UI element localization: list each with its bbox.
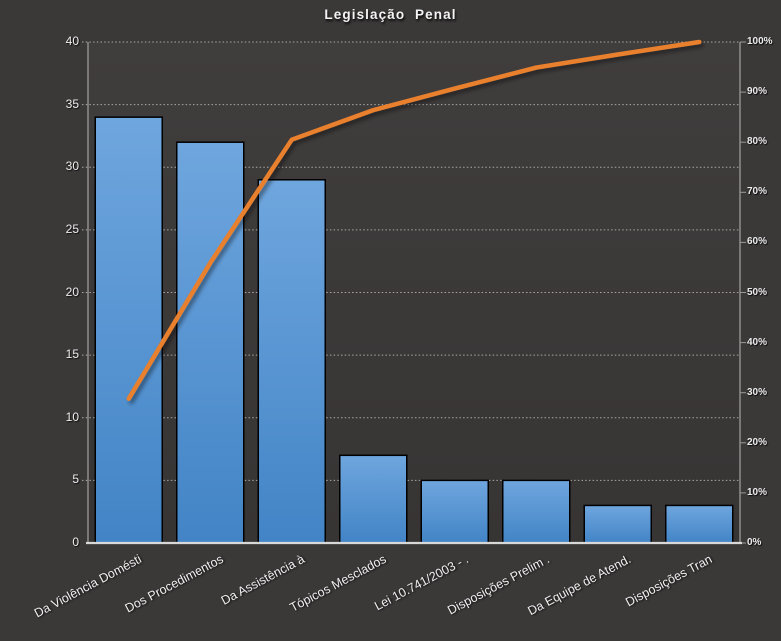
pct-axis-tick-label: 70%: [747, 186, 768, 198]
pareto-bar-3: [257, 179, 326, 544]
y-axis-tick-label: 5: [72, 472, 79, 487]
pct-axis-tick-label: 10%: [747, 486, 768, 498]
pct-axis-tick-label: 90%: [747, 86, 768, 98]
pct-axis-tick-label: 100%: [747, 36, 773, 47]
pct-axis-tick-label: 50%: [747, 286, 768, 298]
pareto-bar-1: [94, 116, 163, 544]
cumulative-line: [126, 39, 702, 401]
pct-axis-tick-label: 40%: [747, 336, 768, 348]
pareto-bar-7: [583, 504, 652, 544]
y-axis-tick-label: 0: [72, 535, 79, 549]
pct-axis-tick-label: 80%: [747, 136, 768, 148]
y-axis-tick-label: 25: [65, 221, 79, 236]
y-axis-tick-label: 10: [65, 409, 79, 424]
pct-axis-tick-label: 60%: [747, 236, 768, 248]
chart-title: Legislação Penal: [324, 7, 457, 22]
pareto-bar-6: [502, 479, 571, 544]
y-axis-tick-label: 30: [65, 159, 79, 174]
pct-axis-tick-label: 30%: [747, 386, 768, 398]
y-axis-tick-label: 20: [65, 284, 79, 299]
pareto-bar-8: [665, 504, 734, 544]
y-axis-tick-label: 35: [65, 96, 79, 111]
y-axis-tick-label: 40: [65, 34, 79, 48]
y-axis-tick-label: 15: [65, 347, 79, 362]
pareto-bar-4: [339, 454, 408, 544]
pct-axis-tick-label: 20%: [747, 436, 768, 448]
pareto-bar-2: [176, 141, 245, 544]
pct-axis-tick-label: 0%: [747, 537, 762, 548]
pareto-bar-5: [420, 479, 489, 544]
